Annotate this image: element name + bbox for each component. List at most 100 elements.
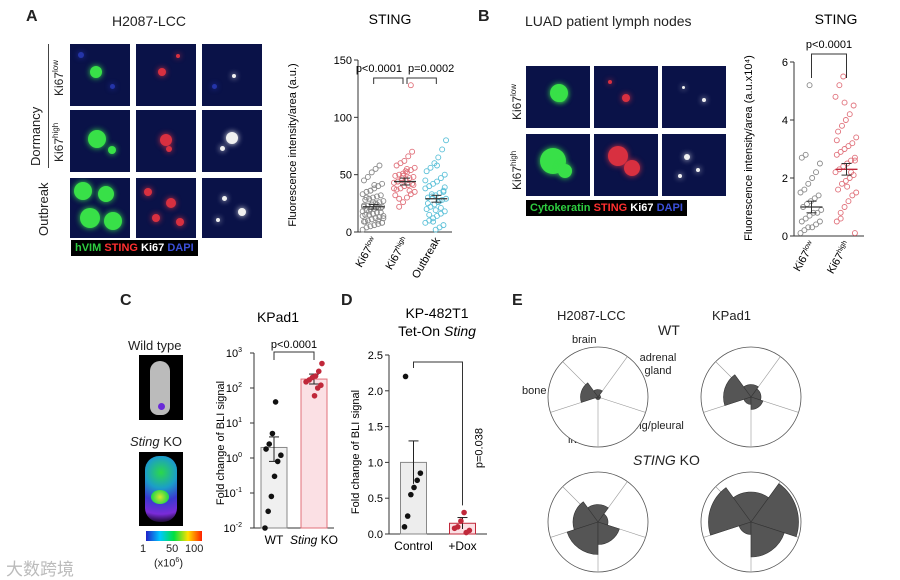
micro-a-low-sting [136,44,196,106]
chart-c-ytick-label: 100 [226,452,242,465]
chart-b-point [802,151,809,158]
chart-a-point [372,165,379,172]
organ-label-bone: bone [522,385,547,397]
chart-b-point [841,146,848,152]
chart-c-kpad1: KPad1 Fold change of BLI signal 10-2 10-1… [215,309,339,547]
chart-b-point [853,189,860,196]
chart-a-xtick-label: Ki67high [384,235,412,272]
chart-b-sigbar [811,53,847,78]
chart-a-ytick-label: 100 [334,112,352,124]
chart-a-point [432,207,439,214]
chart-c-point [272,399,279,405]
chart-a-point [371,222,378,229]
chart-c-pvalue: p<0.0001 [271,339,317,351]
bli-colorbar [146,531,202,541]
chart-b-point [845,198,852,205]
chart-c-point [262,525,268,531]
mouse-image-wild-type [139,355,183,420]
chart-c-point [311,392,318,399]
chart-b-point [809,224,816,231]
chart-b-point [851,154,858,161]
chart-a-point [363,194,370,201]
chart-d-point [417,470,424,476]
chart-a-point [363,224,370,231]
chart-d-title-line1: KP-482T1 [405,305,468,321]
chart-d-point [454,524,461,530]
chart-b-title: STING [815,11,858,27]
chart-c-point [315,368,322,375]
chart-a-sting: STING Fluorescence intensity/area (a.u.)… [287,11,454,280]
chart-c-plot: 10-2 10-1 100 101 102 103 WT Sting KO p<0.0001 [224,339,339,547]
a-row-label-outbreak: Outbreak [36,182,51,236]
chart-a-point [367,187,374,194]
chart-b-ytick-label: 6 [782,57,788,69]
chart-a-point [367,223,374,230]
chart-b-point [818,206,825,213]
chart-a-point [441,171,448,178]
chart-a-sigbar-2 [406,77,437,84]
dormancy-bracket [48,44,49,168]
chart-b-point [815,192,822,199]
legend-cytokeratin: Cytokeratin [530,202,591,214]
chart-b-xtick-label: Ki67high [825,239,853,276]
organ-label-lung: lung/pleural [627,420,684,432]
chart-b-point [836,82,843,89]
chart-a-point [359,212,366,219]
panel-b-label: B [478,8,490,25]
micro-a-out-ki67 [202,178,262,238]
chart-a-point [410,182,417,188]
chart-b-point [840,73,847,80]
chart-a-point [375,221,382,227]
legend-ki67: Ki67 [630,202,654,214]
legend-sting: STING [593,202,628,214]
chart-a-point [396,195,403,202]
chart-a-pvalue-1: p<0.0001 [356,63,402,75]
chart-a-point [377,192,384,199]
chart-b-point [842,177,849,184]
polar-sector [580,382,599,403]
micro-a-out-sting [136,178,196,238]
chart-d-point [414,477,421,484]
chart-d-xtick-label: Control [394,539,433,553]
chart-c-point [278,452,284,459]
chart-b-point [833,151,840,158]
chart-b-point [801,186,808,193]
chart-b-point [816,160,823,167]
chart-a-point [379,219,386,226]
chart-a-point [437,204,444,211]
polar-sector [597,521,620,545]
chart-a-point [409,148,416,155]
chart-d-point [404,513,411,519]
chart-c-point [318,382,324,389]
chart-a-point [376,162,383,169]
chart-a-xtick-label: Outbreak [410,235,443,280]
chart-d-ytick-label: 0.0 [368,529,383,541]
chart-b-point [797,189,804,196]
chart-c-point [319,360,325,367]
chart-a-point [439,146,446,153]
chart-a-point [361,177,367,184]
b-row-label-low: Ki67low [509,83,524,120]
chart-c-point [271,473,278,480]
chart-b-xtick-label: Ki67low [791,239,818,274]
chart-b-point [806,82,813,89]
chart-b-point [839,122,845,129]
polar-sector [597,396,601,400]
chart-b-ytick-label: 0 [782,231,788,243]
panel-c-label: C [120,292,132,309]
chart-d-plot: 0.0 0.5 1.0 1.5 2.0 2.5 Control +Dox p=0.038 [368,350,487,553]
chart-a-point [441,208,448,215]
e-sting-ko-label: STING KO [633,452,700,468]
legend-dapi: DAPI [656,202,683,214]
chart-b-point [833,137,840,144]
e-wt-label: WT [658,322,680,338]
chart-b-point [805,180,812,187]
chart-a-point [405,153,412,160]
chart-d-ytick-label: 2.0 [368,386,383,398]
a-row-label-low: Ki67low [51,59,66,96]
chart-a-point [410,174,417,180]
dormancy-label: Dormancy [28,106,43,166]
legend-dapi: DAPI [167,242,194,254]
chart-b-point [851,157,858,164]
polar-charts [547,346,802,573]
